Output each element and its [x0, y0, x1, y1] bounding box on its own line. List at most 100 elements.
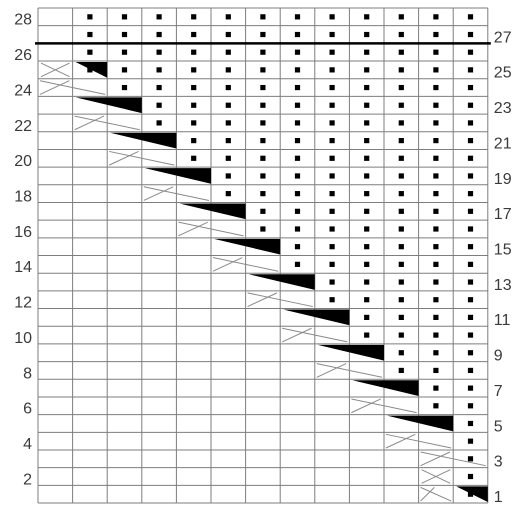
bobble-mark: [191, 120, 197, 126]
bobble-mark: [191, 138, 197, 144]
cross-mark: [247, 292, 313, 308]
cross-mark: [420, 451, 451, 467]
bobble-mark: [156, 84, 162, 91]
cross-mark: [247, 292, 278, 308]
bobble-mark: [260, 173, 266, 179]
left-row-label: 14: [14, 259, 32, 276]
bobble-mark: [467, 84, 474, 91]
bobble-mark: [467, 226, 474, 232]
bobble-mark: [260, 226, 266, 232]
bobble-mark: [225, 14, 231, 20]
bobble-mark: [433, 14, 439, 20]
right-row-label: 21: [494, 135, 512, 152]
bobble-mark: [398, 102, 404, 108]
bobble-mark: [467, 191, 474, 197]
bobble-mark: [467, 102, 474, 108]
bobble-mark: [433, 279, 439, 285]
bobble-mark: [87, 14, 93, 20]
bobble-mark: [329, 155, 335, 161]
bobble-mark: [225, 102, 231, 108]
bobble-mark: [433, 120, 439, 126]
bobble-mark: [260, 14, 266, 20]
wedge-mark: [352, 380, 419, 396]
bobble-mark: [467, 31, 474, 38]
bobble-mark: [398, 31, 404, 38]
bobble-mark: [364, 138, 370, 144]
bobble-mark: [398, 120, 404, 126]
left-row-label: 22: [14, 118, 32, 135]
bobble-mark: [364, 314, 370, 320]
bobble-mark: [329, 84, 335, 91]
bobble-mark: [329, 102, 335, 108]
bobble-mark: [364, 173, 370, 179]
bobble-mark: [364, 49, 370, 55]
cross-mark: [39, 80, 106, 95]
cross-mark: [178, 221, 208, 237]
bobble-mark: [191, 67, 197, 73]
bobble-mark: [294, 244, 301, 250]
bobble-mark: [398, 332, 404, 338]
left-row-label: 20: [14, 153, 32, 170]
bobble-mark: [191, 49, 197, 55]
bobble-mark: [364, 226, 370, 232]
bobble-mark: [467, 155, 474, 161]
bobble-mark: [398, 67, 404, 73]
bobble-mark: [329, 14, 335, 20]
bobble-mark: [121, 31, 128, 38]
bobble-mark: [156, 49, 162, 55]
bobble-mark: [467, 438, 474, 444]
bobble-mark: [467, 491, 474, 497]
wedge-mark: [456, 486, 488, 503]
bobble-mark: [467, 138, 474, 144]
bobble-mark: [398, 367, 404, 374]
bobble-mark: [294, 191, 301, 197]
bobble-mark: [398, 155, 404, 161]
bobble-mark: [398, 279, 404, 285]
wedge-mark: [75, 62, 108, 78]
bobble-mark: [260, 191, 266, 197]
cross-mark: [143, 186, 174, 201]
bobble-mark: [398, 297, 404, 303]
left-row-label: 4: [23, 436, 32, 453]
bobble-mark: [225, 155, 231, 161]
cross-mark: [109, 150, 175, 166]
bobble-mark: [364, 332, 370, 338]
bobble-mark: [191, 84, 197, 91]
bobble-mark: [467, 403, 474, 409]
cross-mark: [420, 487, 435, 502]
bobble-mark: [294, 31, 301, 38]
bobble-mark: [121, 14, 128, 20]
bobble-mark: [433, 350, 439, 356]
bobble-mark: [260, 138, 266, 144]
bobble-mark: [260, 208, 266, 214]
bobble-mark: [398, 208, 404, 214]
bobble-mark: [294, 67, 301, 73]
right-row-label: 5: [494, 418, 503, 435]
bobble-mark: [467, 173, 474, 179]
bobble-mark: [467, 244, 474, 250]
bobble-mark: [294, 155, 301, 161]
bobble-mark: [433, 314, 439, 320]
right-row-label: 27: [494, 29, 512, 46]
left-row-label: 16: [14, 224, 32, 241]
bobble-mark: [294, 208, 301, 214]
bobble-mark: [191, 155, 197, 161]
right-row-label: 25: [494, 65, 512, 82]
cross-mark: [178, 221, 244, 237]
bobble-mark: [398, 226, 404, 232]
cross-mark: [420, 486, 452, 502]
cross-mark: [351, 398, 417, 414]
bobble-mark: [433, 261, 439, 267]
bobble-mark: [294, 14, 301, 20]
bobble-mark: [364, 31, 370, 38]
bobble-mark: [433, 138, 439, 144]
cross-mark: [108, 150, 139, 166]
bobble-mark: [260, 67, 266, 73]
bobble-mark: [156, 120, 162, 126]
bobble-mark: [364, 261, 370, 267]
bobble-mark: [433, 173, 439, 179]
bobble-mark: [398, 49, 404, 55]
bobble-mark: [433, 385, 439, 391]
cross-mark: [316, 363, 383, 378]
